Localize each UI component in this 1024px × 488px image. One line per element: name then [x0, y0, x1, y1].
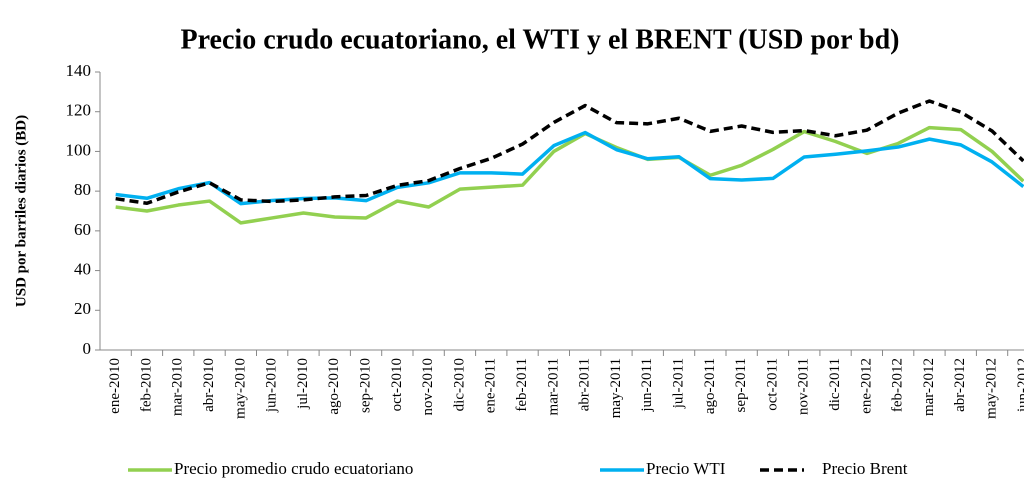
- x-tick-label: may-2012: [983, 358, 999, 419]
- x-tick-label: mar-2011: [545, 358, 561, 415]
- x-tick-label: sep-2010: [357, 358, 373, 413]
- x-tick-label: feb-2012: [890, 358, 906, 412]
- x-tick-label: jul-2011: [670, 358, 686, 409]
- chart-title: Precio crudo ecuatoriano, el WTI y el BR…: [181, 24, 900, 55]
- series-line: [115, 125, 1024, 225]
- legend-label: Precio WTI: [646, 459, 726, 478]
- y-axis-label: USD por barriles diarios (BD): [13, 115, 29, 307]
- x-tick-label: abr-2011: [577, 358, 593, 411]
- y-tick-label: 140: [66, 61, 92, 80]
- y-tick-label: 60: [74, 220, 91, 239]
- x-tick-label: abr-2012: [952, 358, 968, 412]
- x-tick-label: nov-2011: [796, 358, 812, 415]
- x-tick-label: ene-2011: [483, 358, 499, 413]
- x-tick-label: may-2011: [608, 358, 624, 418]
- y-tick-label: 80: [74, 180, 91, 199]
- y-tick-label: 20: [74, 299, 91, 318]
- x-tick-label: nov-2010: [420, 358, 436, 416]
- y-tick-label: 0: [83, 339, 92, 358]
- x-tick-label: dic-2010: [451, 358, 467, 411]
- series-line: [115, 99, 1024, 206]
- x-tick-label: oct-2011: [764, 358, 780, 411]
- x-tick-label: ago-2011: [702, 358, 718, 414]
- x-tick-label: jun-2012: [1015, 358, 1024, 413]
- x-tick-label: oct-2010: [389, 358, 405, 411]
- x-tick-label: feb-2010: [138, 358, 154, 412]
- x-tick-label: dic-2011: [827, 358, 843, 411]
- x-tick-label: ene-2010: [107, 358, 123, 414]
- x-tick-label: may-2010: [232, 358, 248, 419]
- x-tick-label: abr-2010: [201, 358, 217, 412]
- x-tick-label: mar-2012: [921, 358, 937, 416]
- x-tick-label: ene-2012: [858, 358, 874, 414]
- y-tick-label: 40: [74, 259, 91, 278]
- y-tick-label: 100: [66, 140, 92, 159]
- x-tick-label: jul-2010: [295, 358, 311, 410]
- x-tick-label: ago-2010: [326, 358, 342, 415]
- x-tick-label: jun-2011: [639, 358, 655, 413]
- y-tick-label: 120: [66, 101, 92, 120]
- x-tick-label: sep-2011: [733, 358, 749, 412]
- x-tick-label: feb-2011: [514, 358, 530, 412]
- legend-label: Precio Brent: [822, 459, 908, 478]
- legend-label: Precio promedio crudo ecuatoriano: [174, 459, 413, 478]
- x-tick-label: mar-2010: [170, 358, 186, 416]
- x-tick-label: jun-2010: [264, 358, 280, 413]
